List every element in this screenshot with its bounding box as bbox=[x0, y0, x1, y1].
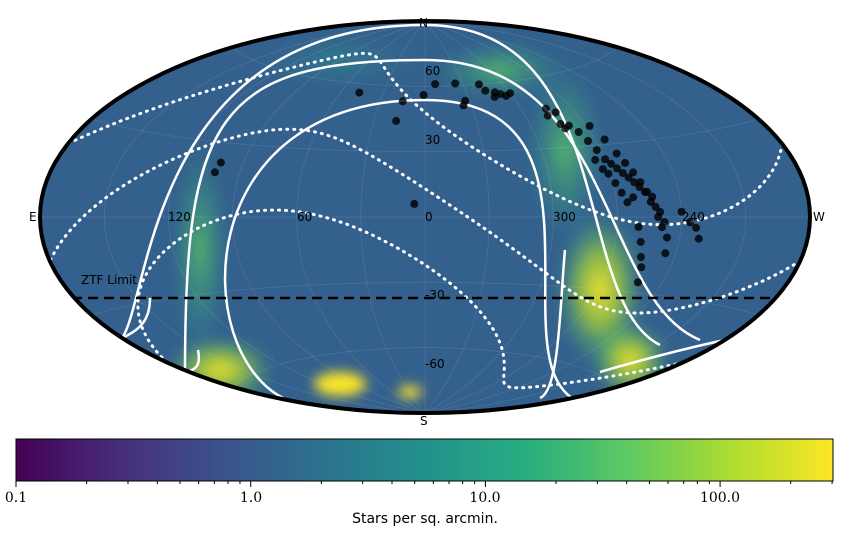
star-point bbox=[658, 223, 666, 232]
star-point bbox=[636, 253, 645, 261]
star-point bbox=[661, 249, 670, 258]
star-point bbox=[461, 96, 470, 105]
ztf-limit-label: ZTF Limit bbox=[81, 273, 137, 287]
dotted-curve bbox=[136, 208, 685, 390]
star-point bbox=[630, 178, 639, 187]
south-label: S bbox=[420, 414, 428, 428]
star-point bbox=[592, 146, 601, 155]
boundary-arc bbox=[120, 23, 661, 347]
star-point bbox=[613, 164, 621, 173]
lon-label-0: 0 bbox=[425, 210, 433, 224]
north-label: N bbox=[419, 16, 428, 30]
colorbar-tick-1: 1.0 bbox=[240, 490, 262, 506]
star-point bbox=[643, 187, 651, 196]
star-point bbox=[584, 137, 592, 145]
map-border bbox=[38, 19, 812, 415]
star-point bbox=[600, 135, 609, 144]
star-point bbox=[663, 233, 671, 242]
star-point bbox=[633, 278, 642, 287]
star-point bbox=[612, 149, 621, 158]
star-point bbox=[677, 207, 686, 216]
colorbar-tick-3: 100.0 bbox=[700, 490, 740, 506]
star-point bbox=[607, 159, 616, 168]
star-point bbox=[694, 234, 703, 243]
lon-label-300: 300 bbox=[553, 210, 576, 224]
boundary-arc bbox=[183, 58, 701, 373]
star-point bbox=[629, 168, 638, 177]
star-points bbox=[210, 79, 703, 287]
density-background bbox=[40, 21, 810, 413]
star-point bbox=[611, 179, 620, 188]
colorbar-label: Stars per sq. arcmin. bbox=[352, 511, 498, 527]
star-point bbox=[601, 155, 610, 164]
star-point bbox=[398, 97, 407, 106]
star-point bbox=[451, 79, 460, 88]
graticule-meridian bbox=[232, 21, 426, 413]
colorbar bbox=[15, 438, 834, 482]
graticule-latitude bbox=[91, 281, 759, 316]
star-point bbox=[634, 222, 643, 231]
graticule-latitude bbox=[232, 347, 618, 387]
star-point bbox=[637, 263, 646, 272]
star-point bbox=[624, 173, 633, 182]
star-point bbox=[636, 237, 645, 246]
star-point bbox=[692, 223, 701, 232]
star-point bbox=[216, 158, 225, 167]
star-point bbox=[410, 199, 419, 208]
star-point bbox=[419, 91, 428, 99]
star-point bbox=[551, 108, 560, 117]
star-point bbox=[431, 80, 440, 89]
star-point bbox=[541, 104, 550, 113]
colorbar-ticks bbox=[15, 481, 833, 487]
star-point bbox=[654, 213, 663, 221]
lon-label-240: 240 bbox=[682, 210, 705, 224]
dotted-latitude-curves bbox=[48, 51, 802, 390]
star-point bbox=[598, 165, 607, 174]
dotted-curve bbox=[48, 127, 802, 315]
star-point bbox=[591, 155, 600, 164]
star-point bbox=[629, 193, 638, 202]
star-point bbox=[543, 111, 552, 120]
graticule-meridian bbox=[103, 21, 426, 413]
star-point bbox=[623, 198, 632, 207]
galactic-boundary-curves bbox=[120, 23, 726, 400]
star-point bbox=[686, 218, 695, 227]
graticule-meridian bbox=[424, 21, 490, 413]
graticule-meridian bbox=[424, 21, 683, 413]
boundary-arc bbox=[121, 297, 152, 340]
graticule-meridian bbox=[424, 21, 554, 413]
star-point bbox=[604, 169, 613, 178]
star-point bbox=[648, 192, 657, 201]
star-point bbox=[392, 116, 401, 125]
star-point bbox=[564, 121, 573, 130]
star-point bbox=[506, 89, 515, 98]
west-label: W bbox=[813, 210, 825, 224]
star-point bbox=[210, 168, 219, 177]
star-point bbox=[574, 128, 583, 136]
graticule-meridian bbox=[424, 21, 747, 413]
lon-label-60: 60 bbox=[297, 210, 312, 224]
lat-label-30: 30 bbox=[425, 133, 440, 147]
star-point bbox=[617, 188, 626, 197]
star-point bbox=[636, 178, 645, 187]
colorbar-tick-2: 10.0 bbox=[469, 490, 500, 506]
boundary-arc bbox=[599, 338, 726, 374]
lat-label-60: 60 bbox=[425, 64, 440, 78]
boundary-arc bbox=[223, 98, 573, 400]
star-point bbox=[585, 122, 594, 130]
star-point bbox=[618, 169, 627, 177]
graticule-meridian bbox=[360, 21, 426, 413]
east-label: E bbox=[29, 210, 37, 224]
star-point bbox=[474, 80, 483, 89]
lon-label-120: 120 bbox=[168, 210, 191, 224]
lat-label-neg60: -60 bbox=[425, 357, 445, 371]
lat-label-neg30: -30 bbox=[425, 288, 445, 302]
boundary-arc bbox=[539, 249, 567, 400]
star-point bbox=[355, 88, 364, 97]
graticule-meridian bbox=[296, 21, 426, 413]
star-point bbox=[481, 86, 490, 95]
colorbar-tick-0: 0.1 bbox=[5, 490, 27, 506]
star-point bbox=[621, 158, 630, 167]
